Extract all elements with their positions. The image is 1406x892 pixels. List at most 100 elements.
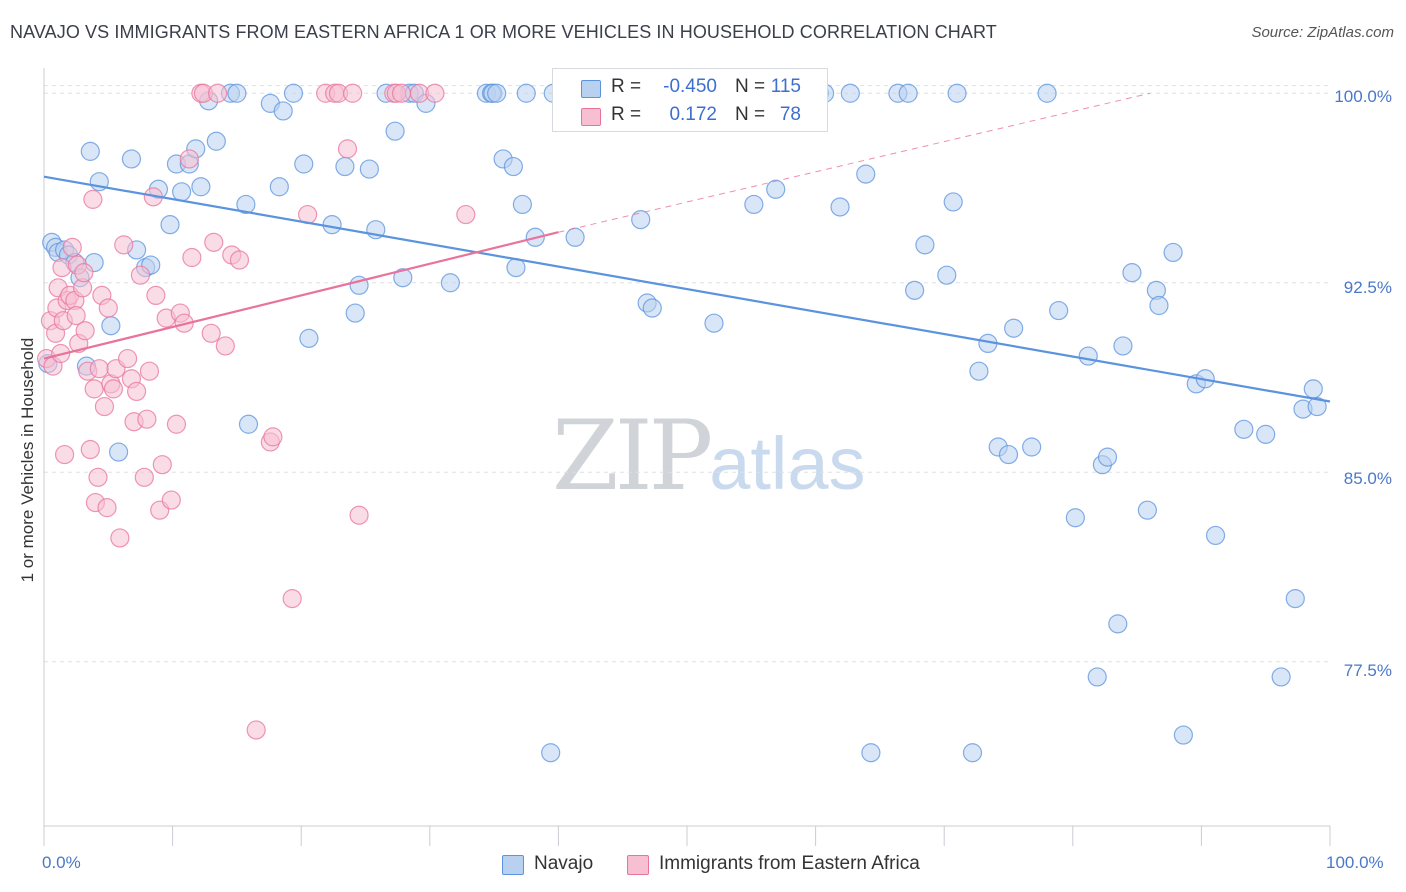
navajo-point xyxy=(631,210,651,230)
navajo-point xyxy=(642,298,662,318)
n-value: 78 xyxy=(779,104,801,125)
eastern-africa-point xyxy=(425,83,445,103)
y-tick-label-85: 85.0% xyxy=(1343,469,1392,488)
eastern-africa-point xyxy=(182,247,202,268)
navajo-point xyxy=(294,154,314,174)
navajo-swatch xyxy=(581,80,601,98)
navajo-point xyxy=(840,83,860,103)
navajo-point xyxy=(1137,500,1157,520)
eastern-africa-point xyxy=(208,83,228,103)
watermark-atlas: atlas xyxy=(709,422,866,505)
navajo-point xyxy=(101,316,121,336)
eastern-africa-point xyxy=(201,323,221,343)
eastern-africa-point xyxy=(83,189,103,209)
navajo-point xyxy=(1271,667,1291,687)
navajo-point xyxy=(236,194,256,215)
navajo-point xyxy=(80,141,100,161)
eastern-africa-point xyxy=(152,455,172,475)
eastern-africa-point xyxy=(74,263,94,283)
navajo-point xyxy=(969,361,989,381)
navajo-point xyxy=(937,265,957,285)
eastern-africa-point xyxy=(263,427,283,447)
eastern-africa-point xyxy=(343,83,363,103)
eastern-africa-point xyxy=(215,336,235,356)
navajo-point xyxy=(1303,379,1323,399)
trend-line-extension xyxy=(558,92,1151,233)
navajo-point xyxy=(1037,83,1057,103)
navajo-point xyxy=(1108,614,1128,634)
eastern-africa-point xyxy=(94,396,115,417)
navajo-point xyxy=(1049,300,1069,321)
correlation-stats-box: R = -0.450 N = 115 R = 0.172 N = 78 xyxy=(552,68,828,132)
navajo-point xyxy=(861,743,881,763)
navajo-point xyxy=(322,215,342,235)
eastern-africa-point xyxy=(62,237,82,257)
eastern-africa-point xyxy=(98,298,118,318)
n-value: 115 xyxy=(770,76,801,97)
navajo-point xyxy=(393,268,413,288)
navajo-point xyxy=(440,273,460,293)
navajo-point xyxy=(766,179,786,199)
navajo-point xyxy=(744,194,764,215)
navajo-point xyxy=(947,83,967,103)
x-tick-label-100: 100.0% xyxy=(1326,853,1384,872)
navajo-point xyxy=(943,192,963,212)
source-credit: Source: ZipAtlas.com xyxy=(1251,24,1394,41)
navajo-point xyxy=(1256,424,1276,444)
stats-row-eastern-africa: R = 0.172 N = 78 xyxy=(553,101,827,129)
navajo-point xyxy=(1004,318,1024,338)
navajo-point xyxy=(516,83,536,103)
navajo-point xyxy=(1163,242,1183,263)
navajo-point xyxy=(1205,525,1226,546)
navajo-point xyxy=(512,194,532,215)
navajo-point xyxy=(299,328,319,348)
r-value: 0.172 xyxy=(669,104,717,125)
navajo-point xyxy=(121,149,142,169)
watermark-zip: ZIP xyxy=(552,400,713,512)
navajo-point xyxy=(191,177,211,197)
eastern-africa-point xyxy=(137,409,157,429)
y-axis-label: 1 or more Vehicles in Household xyxy=(18,337,37,583)
eastern-africa-point xyxy=(66,306,86,326)
r-label: R = xyxy=(611,104,642,125)
navajo-point xyxy=(1122,263,1142,283)
navajo-point xyxy=(704,313,724,333)
navajo-point xyxy=(335,156,355,177)
y-tick-label-77-5: 77.5% xyxy=(1343,661,1392,680)
legend-label: Navajo xyxy=(534,853,594,874)
eastern-africa-point xyxy=(204,232,224,252)
eastern-africa-legend-swatch xyxy=(627,855,649,875)
eastern-africa-point xyxy=(161,490,181,510)
eastern-africa-point xyxy=(89,359,109,379)
navajo-point xyxy=(1285,588,1305,609)
eastern-africa-point xyxy=(54,444,75,465)
r-label: R = xyxy=(611,76,642,97)
navajo-point xyxy=(1113,336,1133,356)
eastern-africa-point xyxy=(166,414,187,434)
eastern-africa-point xyxy=(97,498,117,518)
navajo-point xyxy=(1065,508,1085,528)
navajo-point xyxy=(905,280,925,300)
watermark: ZIPatlas xyxy=(552,400,866,512)
eastern-africa-point xyxy=(80,439,100,460)
eastern-africa-point xyxy=(146,285,166,305)
eastern-africa-point xyxy=(126,381,147,402)
eastern-africa-point xyxy=(246,720,266,740)
navajo-point xyxy=(898,83,918,103)
navajo-point xyxy=(503,156,523,177)
y-tick-label-100: 100.0% xyxy=(1334,87,1392,106)
eastern-africa-point xyxy=(103,379,124,399)
navajo-point xyxy=(1087,667,1107,687)
navajo-point xyxy=(1097,447,1118,467)
eastern-africa-point xyxy=(84,379,104,399)
eastern-africa-point xyxy=(88,467,108,487)
navajo-point xyxy=(385,121,405,141)
navajo-point xyxy=(108,442,129,462)
navajo-point xyxy=(238,414,259,434)
eastern-africa-point xyxy=(391,83,412,103)
eastern-africa-point xyxy=(114,235,134,255)
navajo-point xyxy=(273,101,293,121)
eastern-africa-point xyxy=(110,528,130,548)
navajo-point xyxy=(359,159,379,179)
